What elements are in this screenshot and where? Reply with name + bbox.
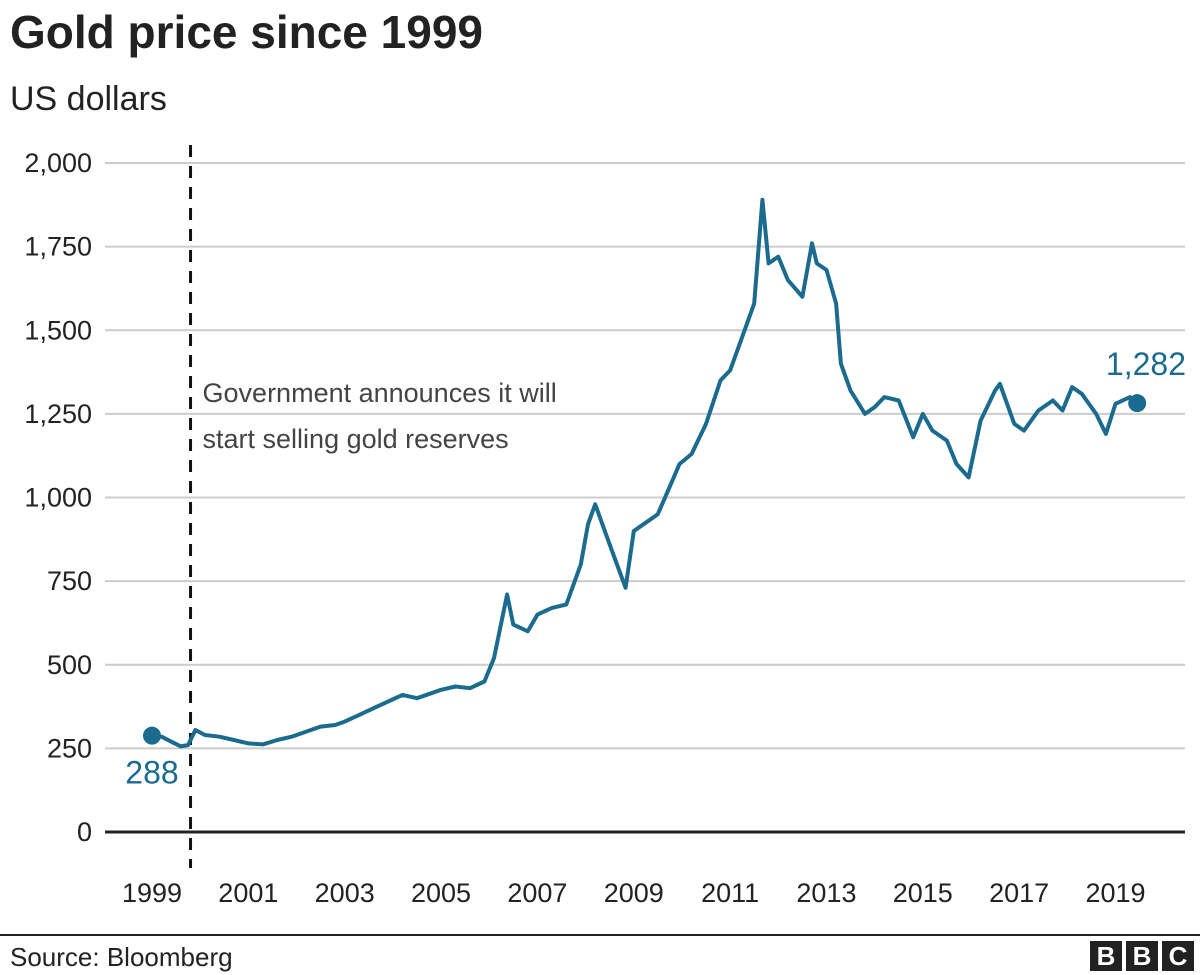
x-tick-label: 2015 (893, 878, 953, 908)
y-tick-label: 1,750 (24, 232, 92, 262)
x-axis: 1999 2001 2003 2005 2007 2009 2011 2013 2015 2017… (122, 878, 1146, 908)
y-tick-label: 1,250 (24, 399, 92, 429)
bbc-logo-letter: B (1097, 941, 1116, 971)
annotation-text-line: start selling gold reserves (203, 424, 509, 454)
bbc-logo-block (1126, 941, 1158, 971)
y-tick-label: 2,000 (24, 148, 92, 178)
y-axis: 0 250 500 750 1,000 1,250 1,500 1,750 2,000 (24, 148, 92, 847)
x-tick-label: 2007 (507, 878, 567, 908)
start-value-label: 288 (125, 755, 178, 791)
bbc-logo-block (1162, 941, 1194, 971)
x-tick-label: 2019 (1085, 878, 1145, 908)
x-tick-label: 2003 (315, 878, 375, 908)
y-tick-label: 250 (47, 733, 92, 763)
x-tick-label: 2005 (411, 878, 471, 908)
x-tick-label: 1999 (122, 878, 182, 908)
annotation-text-line: Government announces it will (203, 378, 557, 408)
y-tick-label: 750 (47, 566, 92, 596)
y-tick-label: 0 (77, 817, 92, 847)
bbc-logo-block (1090, 941, 1122, 971)
gold-price-line (151, 197, 1139, 749)
x-tick-label: 2009 (604, 878, 664, 908)
end-point (1128, 394, 1147, 413)
y-tick-label: 1,000 (24, 483, 92, 513)
source-text: Source: Bloomberg (10, 942, 233, 972)
end-value-label: 1,282 (1106, 346, 1186, 382)
y-tick-label: 1,500 (24, 315, 92, 345)
bbc-logo-letter: C (1169, 941, 1188, 971)
y-tick-label: 500 (47, 650, 92, 680)
bbc-logo-letter: B (1133, 941, 1152, 971)
chart-title: Gold price since 1999 (10, 6, 483, 58)
chart-subtitle: US dollars (10, 80, 167, 118)
x-tick-label: 2013 (796, 878, 856, 908)
x-tick-label: 2011 (701, 878, 759, 908)
annotation: Government announces it will start sellin… (203, 378, 557, 454)
start-point (143, 726, 161, 745)
x-tick-label: 2001 (218, 878, 278, 908)
x-tick-label: 2017 (989, 878, 1049, 908)
gridlines (105, 162, 1185, 750)
